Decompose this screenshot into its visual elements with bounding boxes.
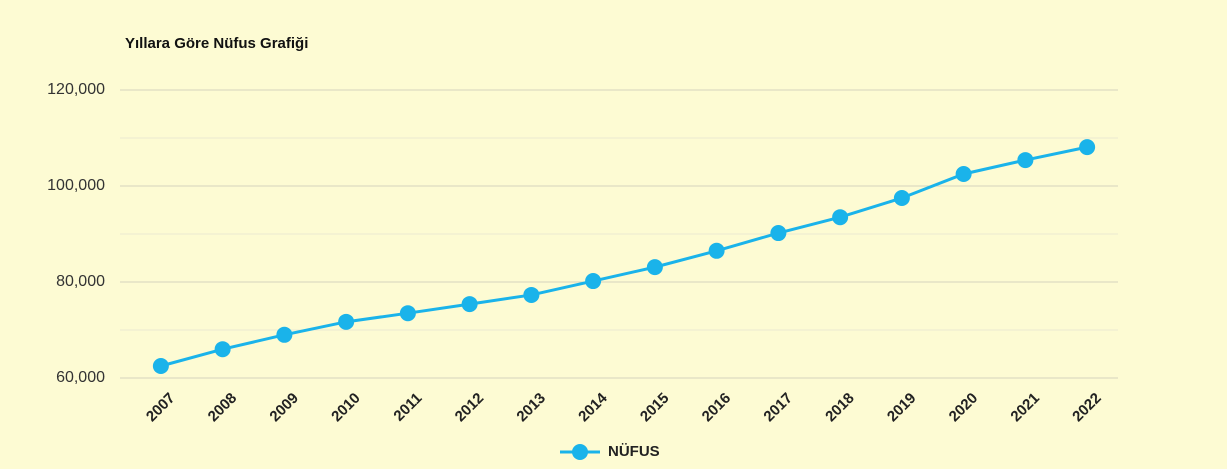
- point: [1079, 139, 1096, 156]
- point: [893, 190, 910, 206]
- y-tick-label: 60,000: [56, 369, 105, 386]
- point: [399, 305, 416, 322]
- point: [1017, 152, 1034, 169]
- legend-marker: [572, 444, 588, 460]
- y-tick-label: 120,000: [47, 81, 105, 98]
- point: [955, 166, 972, 182]
- point: [770, 225, 787, 242]
- point: [832, 209, 849, 226]
- point: [152, 358, 169, 374]
- point: [523, 286, 540, 303]
- y-tick-label: 80,000: [56, 273, 105, 290]
- point: [461, 296, 478, 313]
- legend-label: NÜFUS: [608, 443, 660, 460]
- point: [708, 242, 725, 259]
- line: [160, 145, 1088, 368]
- y-tick-label: 100,000: [47, 177, 105, 194]
- point: [338, 313, 355, 330]
- point: [214, 341, 231, 358]
- chart-title: Yıllara Göre Nüfus Grafiği: [125, 35, 308, 52]
- point: [276, 326, 293, 343]
- point: [585, 273, 602, 290]
- point: [646, 259, 663, 276]
